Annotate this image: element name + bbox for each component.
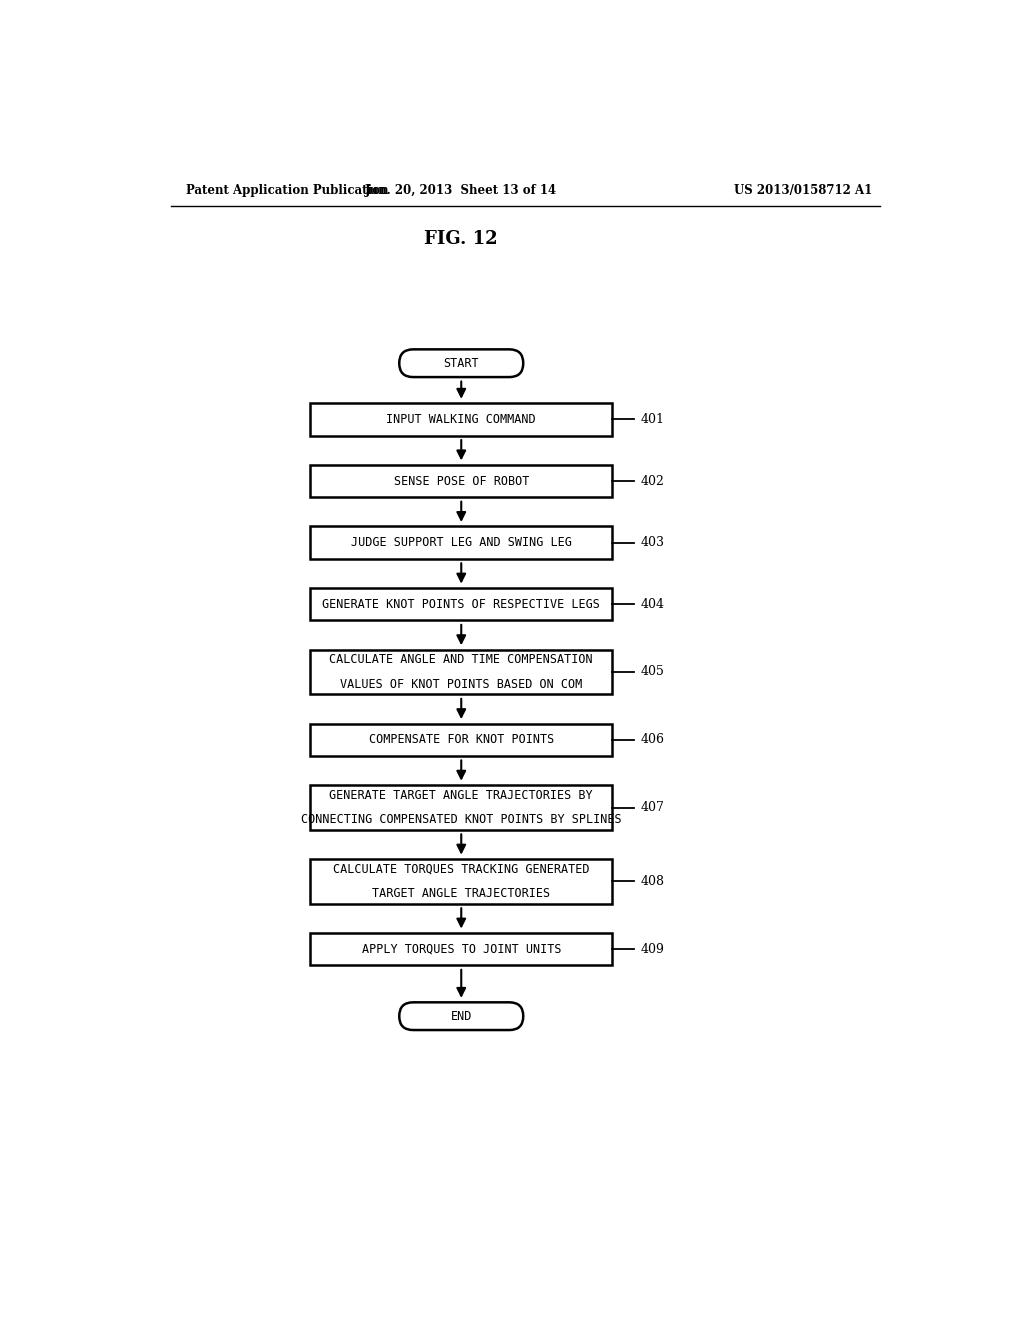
Text: CONNECTING COMPENSATED KNOT POINTS BY SPLINES: CONNECTING COMPENSATED KNOT POINTS BY SP… <box>301 813 622 826</box>
Bar <box>310 589 612 620</box>
Text: GENERATE TARGET ANGLE TRAJECTORIES BY: GENERATE TARGET ANGLE TRAJECTORIES BY <box>330 789 593 803</box>
Bar <box>310 404 612 436</box>
Bar <box>310 527 612 558</box>
Bar <box>310 859 612 904</box>
Text: CALCULATE TORQUES TRACKING GENERATED: CALCULATE TORQUES TRACKING GENERATED <box>333 863 590 876</box>
Text: 406: 406 <box>640 733 665 746</box>
Text: TARGET ANGLE TRAJECTORIES: TARGET ANGLE TRAJECTORIES <box>372 887 550 900</box>
Bar <box>310 723 612 756</box>
FancyBboxPatch shape <box>399 1002 523 1030</box>
Bar <box>310 933 612 965</box>
Text: COMPENSATE FOR KNOT POINTS: COMPENSATE FOR KNOT POINTS <box>369 733 554 746</box>
Text: INPUT WALKING COMMAND: INPUT WALKING COMMAND <box>386 413 536 426</box>
Text: APPLY TORQUES TO JOINT UNITS: APPLY TORQUES TO JOINT UNITS <box>361 942 561 956</box>
Text: JUDGE SUPPORT LEG AND SWING LEG: JUDGE SUPPORT LEG AND SWING LEG <box>351 536 571 549</box>
Text: FIG. 12: FIG. 12 <box>424 230 498 248</box>
Text: 402: 402 <box>640 474 665 487</box>
Text: 405: 405 <box>640 665 665 678</box>
Text: SENSE POSE OF ROBOT: SENSE POSE OF ROBOT <box>393 474 529 487</box>
Text: 403: 403 <box>640 536 665 549</box>
Text: GENERATE KNOT POINTS OF RESPECTIVE LEGS: GENERATE KNOT POINTS OF RESPECTIVE LEGS <box>323 598 600 611</box>
FancyBboxPatch shape <box>399 350 523 378</box>
Text: CALCULATE ANGLE AND TIME COMPENSATION: CALCULATE ANGLE AND TIME COMPENSATION <box>330 653 593 667</box>
Bar <box>310 785 612 830</box>
Text: US 2013/0158712 A1: US 2013/0158712 A1 <box>734 185 872 197</box>
Text: VALUES OF KNOT POINTS BASED ON COM: VALUES OF KNOT POINTS BASED ON COM <box>340 677 583 690</box>
Text: 404: 404 <box>640 598 665 611</box>
Text: 408: 408 <box>640 875 665 888</box>
Bar <box>310 465 612 498</box>
Text: Patent Application Publication: Patent Application Publication <box>186 185 389 197</box>
Text: END: END <box>451 1010 472 1023</box>
Text: START: START <box>443 356 479 370</box>
Text: 407: 407 <box>640 801 665 814</box>
Text: Jun. 20, 2013  Sheet 13 of 14: Jun. 20, 2013 Sheet 13 of 14 <box>366 185 557 197</box>
Text: 409: 409 <box>640 942 665 956</box>
Text: 401: 401 <box>640 413 665 426</box>
Bar <box>310 649 612 694</box>
